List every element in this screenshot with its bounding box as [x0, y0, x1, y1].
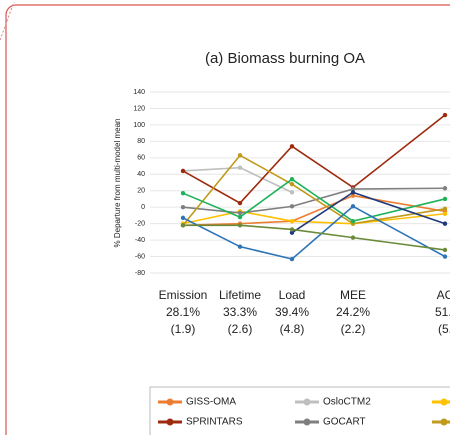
data-point	[237, 153, 243, 158]
category-percent: 39.4%	[275, 305, 309, 319]
data-point	[180, 223, 186, 228]
data-point	[442, 196, 448, 202]
y-tick-label: 140	[133, 89, 145, 96]
y-tick-label: -80	[135, 270, 145, 277]
data-point	[350, 193, 356, 198]
data-point	[237, 165, 243, 170]
y-tick-label: -40	[135, 237, 145, 244]
data-point	[237, 223, 243, 228]
category-sd: (4.8)	[280, 322, 305, 336]
legend-box	[149, 386, 450, 435]
category-percent: 51.:	[435, 305, 450, 319]
y-tick-label: 0	[141, 204, 145, 211]
y-tick-label: 80	[137, 138, 145, 145]
category-sd: (5.	[438, 322, 450, 336]
y-axis-label: % Departure from multi-model mean	[113, 119, 122, 248]
legend-swatch-marker	[303, 398, 311, 406]
data-point	[237, 210, 243, 216]
data-point	[237, 200, 243, 206]
data-point	[442, 112, 448, 118]
category-sd: (2.2)	[341, 322, 366, 336]
data-point	[350, 235, 356, 240]
y-tick-label: -60	[135, 253, 145, 260]
legend-swatch-marker	[166, 418, 174, 426]
data-point	[289, 256, 295, 262]
data-point	[289, 177, 295, 182]
data-point	[289, 204, 295, 209]
x-tick-label: Load	[279, 288, 306, 302]
category-percent: 28.1%	[166, 305, 200, 319]
data-point	[350, 186, 356, 192]
data-point	[180, 215, 186, 221]
data-point	[289, 181, 295, 187]
legend-swatch-marker	[166, 398, 174, 406]
legend-swatch-marker	[440, 418, 448, 426]
x-tick-label: AC	[437, 288, 450, 302]
category-percent: 24.2%	[336, 305, 370, 319]
data-point	[180, 190, 186, 196]
y-tick-label: 40	[137, 171, 145, 178]
data-point	[289, 218, 295, 224]
data-point	[289, 227, 295, 232]
data-point	[442, 221, 448, 226]
y-tick-label: 120	[133, 105, 145, 112]
data-point	[350, 218, 356, 224]
data-point	[237, 244, 243, 249]
legend-label: SPRINTARS	[186, 417, 243, 428]
y-tick-label: 20	[137, 188, 145, 195]
legend-label: OsloCTM2	[323, 397, 371, 408]
x-tick-label: MEE	[340, 288, 366, 302]
legend-swatch-marker	[440, 398, 448, 406]
decoration	[0, 1, 15, 41]
data-point	[289, 230, 295, 235]
data-point	[350, 204, 356, 209]
data-point	[180, 204, 186, 210]
data-point	[442, 211, 448, 216]
y-tick-label: -20	[135, 220, 145, 227]
chart-title: (a) Biomass burning OA	[205, 50, 365, 67]
data-point	[289, 190, 295, 195]
legend-swatch-marker	[303, 418, 311, 426]
legend-label: GISS-OMA	[186, 397, 236, 408]
data-point	[442, 186, 448, 191]
data-point	[442, 206, 448, 212]
x-tick-label: Emission	[159, 288, 208, 302]
data-point	[442, 254, 448, 259]
data-point	[350, 190, 356, 195]
y-tick-label: 60	[137, 155, 145, 162]
panel-frame	[5, 4, 450, 435]
legend-label: GOCART	[323, 417, 366, 428]
data-point	[180, 168, 186, 174]
category-sd: (1.9)	[171, 322, 196, 336]
data-point	[237, 214, 243, 220]
data-point	[442, 247, 448, 253]
category-percent: 33.3%	[223, 305, 257, 319]
data-point	[289, 144, 295, 149]
x-tick-label: Lifetime	[219, 288, 261, 302]
y-tick-label: 100	[133, 122, 145, 129]
category-sd: (2.6)	[228, 322, 253, 336]
